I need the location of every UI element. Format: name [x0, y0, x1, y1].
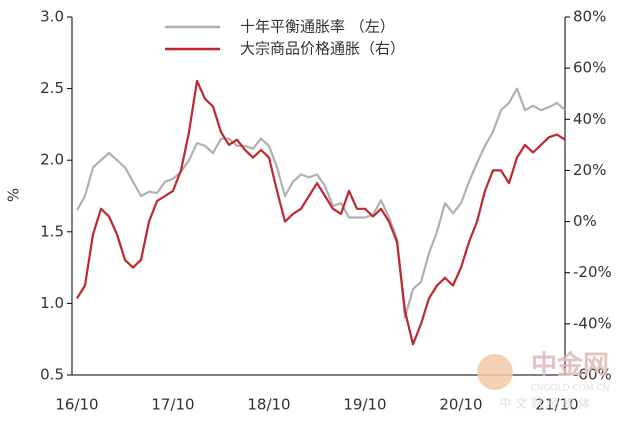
watermark-site: CNGOLD.COM.CN: [531, 384, 610, 394]
y-tick-label: 1.5: [40, 222, 64, 240]
y-tick-label: 0.5: [40, 366, 64, 384]
x-tick-label: 19/10: [343, 396, 386, 414]
series-line: [76, 79, 566, 346]
y-tick-label: 3.0: [40, 8, 64, 26]
watermark-slogan: 中 文 财 经 媒 体: [499, 396, 590, 411]
x-tick-label: 18/10: [247, 396, 290, 414]
y-tick-label: 1.0: [40, 294, 64, 312]
x-tick-label: 17/10: [151, 396, 194, 414]
y2-tick-label: -20%: [573, 263, 612, 281]
watermark-icon: [477, 354, 513, 390]
series-line: [76, 87, 566, 319]
y-tick-label: 2.0: [40, 151, 64, 169]
legend-label: 十年平衡通胀率 （左）: [240, 18, 395, 36]
y2-tick-label: -60%: [573, 366, 612, 384]
y2-tick-label: -40%: [573, 314, 612, 332]
y2-tick-label: 0%: [573, 212, 597, 230]
y2-tick-label: 40%: [573, 110, 606, 128]
y2-tick-label: 60%: [573, 59, 606, 77]
watermark: 中金网 CNGOLD.COM.CN 中 文 财 经 媒 体: [477, 350, 609, 411]
x-tick-label: 16/10: [55, 396, 98, 414]
y2-tick-label: 80%: [573, 8, 606, 26]
x-tick-label: 21/10: [535, 396, 578, 414]
y-tick-label: 2.5: [40, 79, 64, 97]
x-tick-label: 20/10: [439, 396, 482, 414]
watermark-logo: 中金网: [531, 350, 609, 381]
y-axis-label: %: [5, 188, 23, 202]
legend-label: 大宗商品价格通胀（右）: [240, 40, 405, 58]
y2-tick-label: 20%: [573, 161, 606, 179]
